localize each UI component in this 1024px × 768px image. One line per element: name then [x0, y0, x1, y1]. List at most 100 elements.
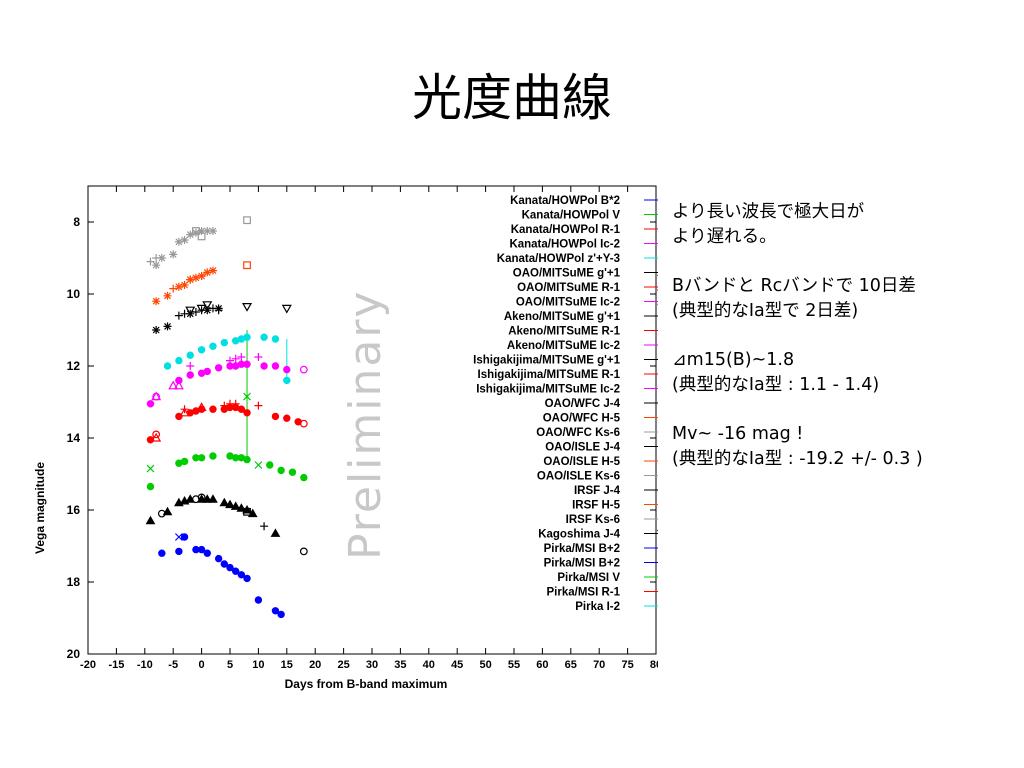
legend-label: Ishigakijima/MITSuME Ic-2: [476, 384, 620, 396]
data-point: [180, 281, 189, 289]
data-point: [220, 401, 229, 410]
data-point: [254, 461, 263, 469]
legend-label: Pirka/MSI R-1: [547, 587, 621, 599]
data-point: [260, 522, 269, 531]
data-point: [242, 504, 252, 514]
note-line: (典型的なIa型で 2日差): [672, 301, 859, 321]
legend-label: Kanata/HOWPol V: [522, 210, 621, 222]
data-point: [299, 419, 308, 428]
y-tick-label: 12: [67, 359, 81, 373]
plot-frame: [87, 185, 657, 655]
x-tick-label: 75: [621, 659, 633, 671]
data-point: [254, 401, 263, 410]
data-point: [197, 454, 206, 462]
data-point: [237, 405, 246, 413]
data-point: [209, 405, 217, 413]
x-tick-label: -20: [80, 659, 96, 671]
x-tick-label: 55: [508, 659, 520, 671]
data-point: [179, 407, 190, 417]
data-point: [243, 574, 251, 583]
y-axis-label: Vega magnitude: [33, 462, 47, 554]
data-point: [180, 405, 189, 414]
data-point: [180, 533, 189, 541]
light-curve-chart: Vega magnitude Days from B-band maximum …: [33, 185, 658, 691]
data-point: [237, 571, 246, 579]
slide-title: 光度曲線: [412, 69, 612, 127]
data-point: [157, 254, 166, 262]
preliminary-watermark: Preliminary: [340, 289, 391, 560]
data-point: [146, 482, 155, 491]
data-point: [300, 473, 308, 482]
legend-label: OAO/WFC J-4: [545, 398, 621, 410]
data-point: [230, 501, 241, 510]
x-tick-label: 15: [281, 659, 293, 671]
data-point: [231, 354, 240, 363]
x-tick-label: -5: [168, 659, 178, 671]
note-line: (典型的なIa型 : 1.1 - 1.4): [672, 375, 880, 395]
data-point: [202, 301, 213, 311]
data-point: [163, 322, 172, 331]
data-point: [146, 464, 155, 473]
x-tick-label: 10: [252, 659, 264, 671]
legend-label: Pirka I-2: [575, 601, 620, 613]
data-point: [214, 304, 223, 313]
data-point: [157, 509, 166, 518]
data-point: [271, 412, 280, 421]
data-point: [152, 430, 161, 439]
data-point: [186, 230, 195, 239]
data-point: [226, 356, 234, 365]
data-point: [163, 291, 172, 300]
data-point: [174, 311, 183, 320]
legend-label: Kanata/HOWPol Ic-2: [509, 239, 620, 251]
data-point: [254, 353, 263, 361]
legend-label: Pirka/MSI V: [557, 572, 620, 584]
data-point: [219, 497, 230, 507]
note-absolute-magnitude: Mv~ -16 mag ! (典型的なIa型 : -19.2 +/- 0.3 ): [672, 422, 1017, 472]
legend-label: Kanata/HOWPol B*2: [510, 195, 620, 207]
x-tick-label: 30: [366, 659, 378, 671]
note-line: Mv~ -16 mag !: [672, 424, 804, 444]
legend-label: Akeno/MITSuME Ic-2: [507, 340, 620, 352]
data-point: [231, 567, 240, 575]
data-point: [175, 356, 183, 365]
data-point: [186, 275, 195, 284]
data-point: [175, 376, 183, 385]
x-tick-label: -10: [137, 659, 153, 671]
data-point: [175, 547, 183, 556]
x-tick-label: 80: [650, 659, 658, 671]
data-point: [209, 452, 217, 460]
data-point: [214, 554, 223, 563]
data-point: [185, 306, 196, 316]
legend-label: Ishigakijima/MITSuME g'+1: [473, 355, 620, 367]
note-line: より遅れる。: [672, 227, 777, 247]
data-point: [174, 533, 183, 541]
data-point: [299, 365, 308, 374]
legend-label: Kagoshima J-4: [538, 529, 620, 541]
y-tick-label: 16: [67, 503, 81, 517]
x-tick-label: -15: [108, 659, 124, 671]
data-point: [186, 362, 195, 370]
data-point: [158, 549, 166, 557]
data-point: [266, 461, 274, 469]
data-point: [196, 402, 207, 411]
y-tick-label: 10: [67, 287, 81, 301]
data-point: [242, 302, 253, 312]
x-tick-label: 45: [451, 659, 463, 671]
data-point: [243, 507, 251, 516]
data-point: [180, 457, 189, 466]
data-point: [226, 563, 234, 572]
data-point: [243, 409, 251, 417]
legend-label: IRSF H-5: [572, 500, 621, 512]
data-point: [197, 272, 206, 280]
data-point: [173, 380, 184, 390]
data-point: [186, 371, 194, 379]
data-point: [254, 596, 263, 604]
data-point: [197, 545, 206, 554]
data-point: [197, 227, 206, 235]
x-tick-label: 0: [199, 659, 205, 671]
x-tick-label: 70: [593, 659, 605, 671]
y-tick-label: 20: [67, 647, 81, 661]
data-point: [243, 261, 251, 270]
note-line: Bバンドと Rcバンドで 10日差: [672, 276, 916, 296]
legend-label: IRSF J-4: [574, 485, 621, 497]
